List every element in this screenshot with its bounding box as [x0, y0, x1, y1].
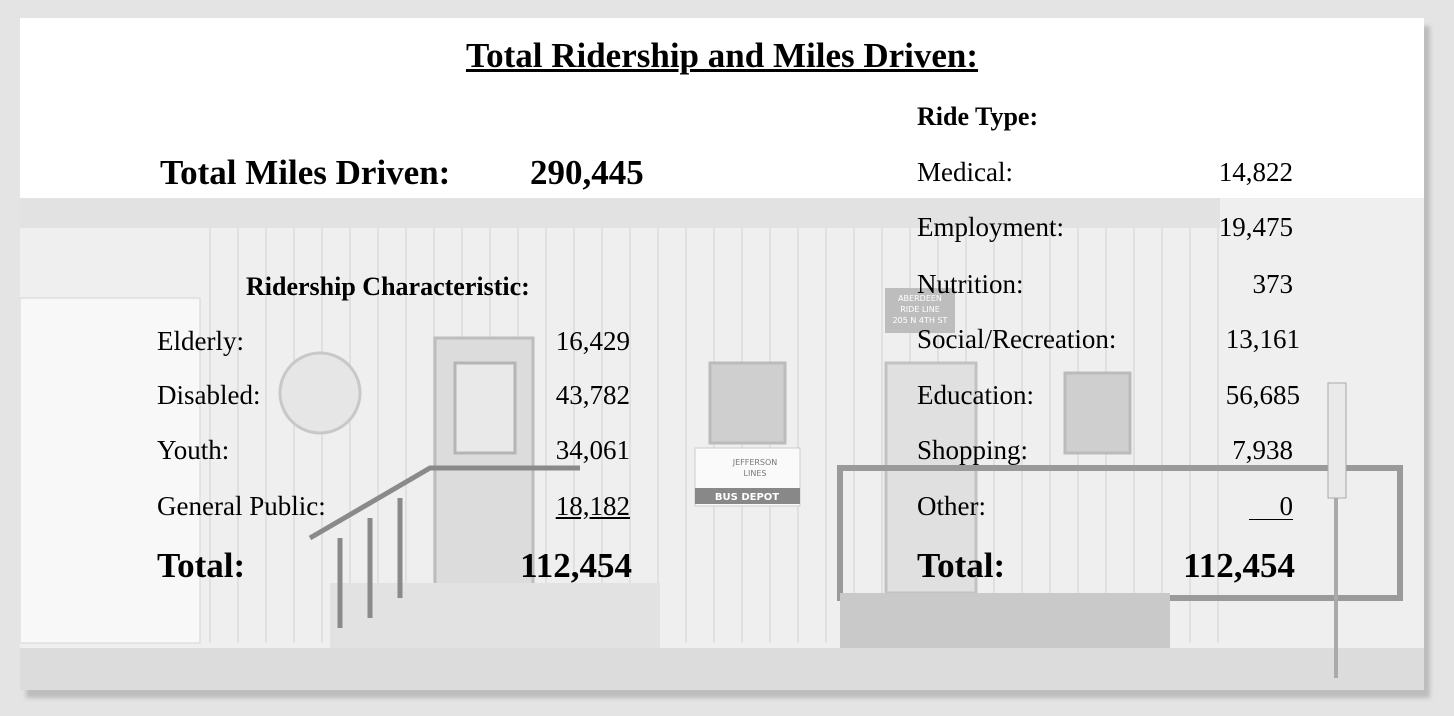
row-label: Disabled:	[157, 382, 260, 409]
photo-shape	[455, 363, 515, 453]
row-label: Nutrition:	[917, 271, 1024, 298]
photo-shape	[1328, 383, 1346, 498]
row-value: 16,429	[556, 328, 630, 355]
total-value: 112,454	[1183, 548, 1295, 583]
row-value: 18,182	[556, 493, 630, 520]
total-value: 112,454	[520, 548, 632, 583]
photo-shape: JEFFERSON	[732, 458, 778, 467]
photo-shape	[1065, 373, 1130, 453]
photo-shape: RIDE LINE	[900, 305, 940, 314]
row-label: Shopping:	[917, 437, 1028, 464]
section-heading: Ridership Characteristic:	[246, 274, 530, 300]
row-value: 56,685	[1226, 382, 1300, 409]
title: Total Ridership and Miles Driven:	[20, 38, 1424, 73]
photo-shape: BUS DEPOT	[715, 492, 779, 503]
row-label: Medical:	[917, 159, 1013, 186]
row-value: 7,938	[1232, 437, 1293, 464]
row-label: Elderly:	[157, 328, 244, 355]
photo-shape: LINES	[744, 469, 767, 478]
total-label: Total:	[917, 548, 1005, 583]
row-value: 14,822	[1219, 159, 1293, 186]
row-label: Education:	[917, 382, 1034, 409]
row-label: Youth:	[157, 437, 229, 464]
photo-shape	[840, 593, 1170, 648]
row-label: Other:	[917, 493, 986, 520]
photo-shape	[280, 353, 360, 433]
row-label: Employment:	[917, 214, 1064, 241]
total-label: Total:	[157, 548, 245, 583]
row-value: 13,161	[1226, 326, 1300, 353]
slide: ABERDEEN RIDE LINE 205 N 4TH ST JEFFERSO…	[20, 18, 1424, 690]
row-value: 19,475	[1219, 214, 1293, 241]
row-value: 373	[1253, 271, 1294, 298]
row-value: 34,061	[556, 437, 630, 464]
row-label: General Public:	[157, 493, 326, 520]
section-heading: Ride Type:	[917, 104, 1038, 130]
row-value: 0	[1249, 493, 1293, 520]
miles-value: 290,445	[530, 155, 644, 190]
photo-shape	[330, 583, 660, 648]
miles-label: Total Miles Driven:	[160, 155, 450, 190]
row-value: 43,782	[556, 382, 630, 409]
row-value-text: 0	[1249, 493, 1293, 520]
photo-shape	[710, 363, 785, 443]
row-value-text: 18,182	[556, 491, 630, 521]
page: ABERDEEN RIDE LINE 205 N 4TH ST JEFFERSO…	[0, 0, 1454, 716]
photo-shape	[20, 648, 1424, 690]
row-label: Social/Recreation:	[917, 326, 1116, 353]
